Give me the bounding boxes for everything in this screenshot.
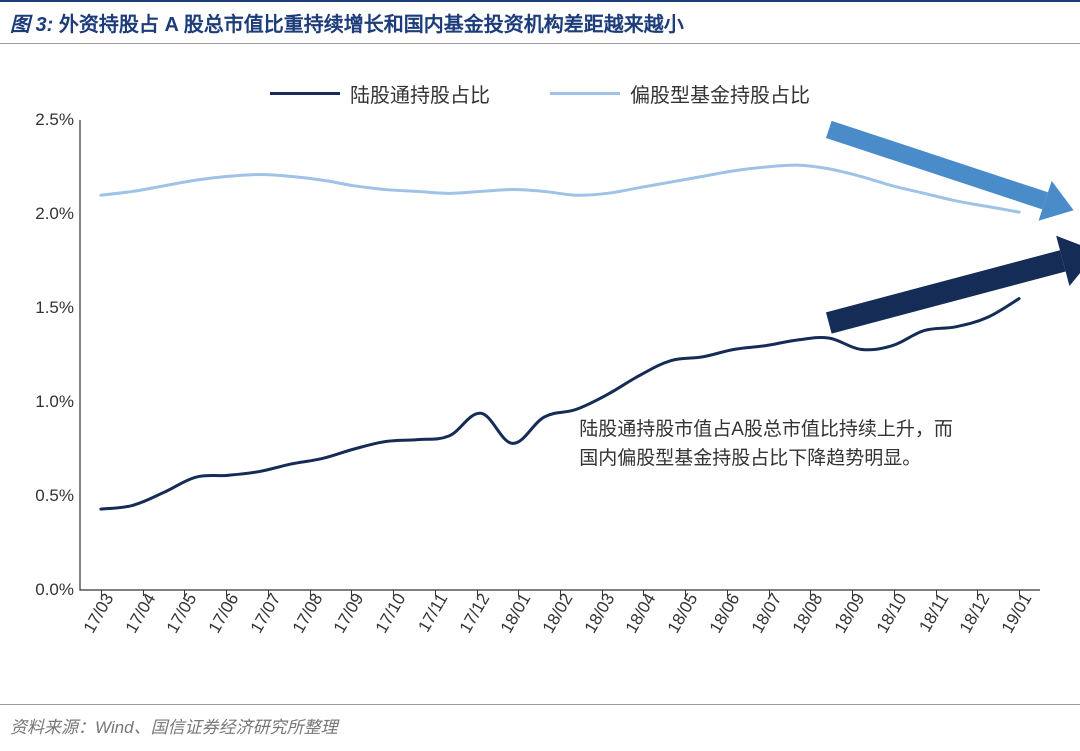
- x-tick-label: 18/06: [706, 590, 745, 637]
- y-tick-label: 2.5%: [35, 110, 80, 130]
- x-tick-label: 17/06: [205, 590, 244, 637]
- y-tick-label: 0.5%: [35, 486, 80, 506]
- y-tick-label: 1.0%: [35, 392, 80, 412]
- x-tick-label: 17/11: [414, 590, 452, 636]
- x-tick-label: 17/08: [288, 590, 327, 637]
- x-tick-label: 17/05: [163, 590, 202, 637]
- chart-area: 陆股通持股占比偏股型基金持股占比 0.0%0.5%1.0%1.5%2.0%2.5…: [10, 60, 1070, 700]
- y-tick-label: 0.0%: [35, 580, 80, 600]
- y-tick-label: 1.5%: [35, 298, 80, 318]
- x-tick-label: 18/05: [664, 590, 703, 637]
- x-tick-label: 18/12: [956, 590, 995, 637]
- legend-item: 偏股型基金持股占比: [550, 79, 810, 108]
- x-tick-label: 18/04: [622, 590, 661, 637]
- trend-arrow-shaft-1: [829, 261, 1063, 323]
- legend-label: 陆股通持股占比: [350, 79, 490, 108]
- x-tick-label: 17/03: [80, 590, 119, 637]
- x-tick-label: 17/12: [455, 590, 494, 637]
- legend-label: 偏股型基金持股占比: [630, 79, 810, 108]
- plot-svg: [80, 120, 1040, 590]
- x-tick-label: 18/10: [873, 590, 912, 637]
- x-tick-label: 18/11: [915, 590, 953, 636]
- plot-area: 0.0%0.5%1.0%1.5%2.0%2.5%17/0317/0417/051…: [80, 120, 1040, 590]
- x-tick-label: 17/10: [372, 590, 411, 637]
- series-line-1: [101, 165, 1019, 212]
- x-tick-label: 17/04: [121, 590, 160, 637]
- legend-item: 陆股通持股占比: [270, 79, 490, 108]
- legend: 陆股通持股占比 偏股型基金持股占比: [10, 78, 1070, 108]
- x-tick-label: 17/09: [330, 590, 369, 637]
- source-text: Wind、国信证券经济研究所整理: [95, 718, 338, 737]
- x-tick-label: 18/07: [747, 590, 786, 637]
- source-label: 资料来源：: [10, 718, 95, 737]
- series-line-0: [101, 299, 1019, 510]
- annotation-text: 陆股通持股市值占A股总市值比持续上升，而国内偏股型基金持股占比下降趋势明显。: [579, 416, 959, 473]
- axis-lines: [80, 120, 1040, 590]
- x-tick-label: 17/07: [247, 590, 286, 637]
- y-tick-label: 2.0%: [35, 204, 80, 224]
- x-tick-label: 18/03: [580, 590, 619, 637]
- legend-swatch: [270, 92, 340, 95]
- figure-container: 图 3: 外资持股占 A 股总市值比重持续增长和国内基金投资机构差距越来越小 陆…: [0, 0, 1080, 751]
- title-bar: 图 3: 外资持股占 A 股总市值比重持续增长和国内基金投资机构差距越来越小: [0, 0, 1080, 44]
- trend-arrow-shaft-0: [829, 129, 1045, 200]
- source-bar: 资料来源：Wind、国信证券经济研究所整理: [0, 704, 1080, 746]
- legend-swatch: [550, 92, 620, 95]
- x-tick-label: 18/09: [831, 590, 870, 637]
- x-tick-label: 18/02: [539, 590, 578, 637]
- x-tick-label: 18/01: [497, 590, 536, 637]
- figure-title: 外资持股占 A 股总市值比重持续增长和国内基金投资机构差距越来越小: [59, 14, 684, 36]
- x-tick-label: 19/01: [998, 590, 1037, 637]
- figure-number: 图 3:: [10, 14, 53, 36]
- x-tick-label: 18/08: [789, 590, 828, 637]
